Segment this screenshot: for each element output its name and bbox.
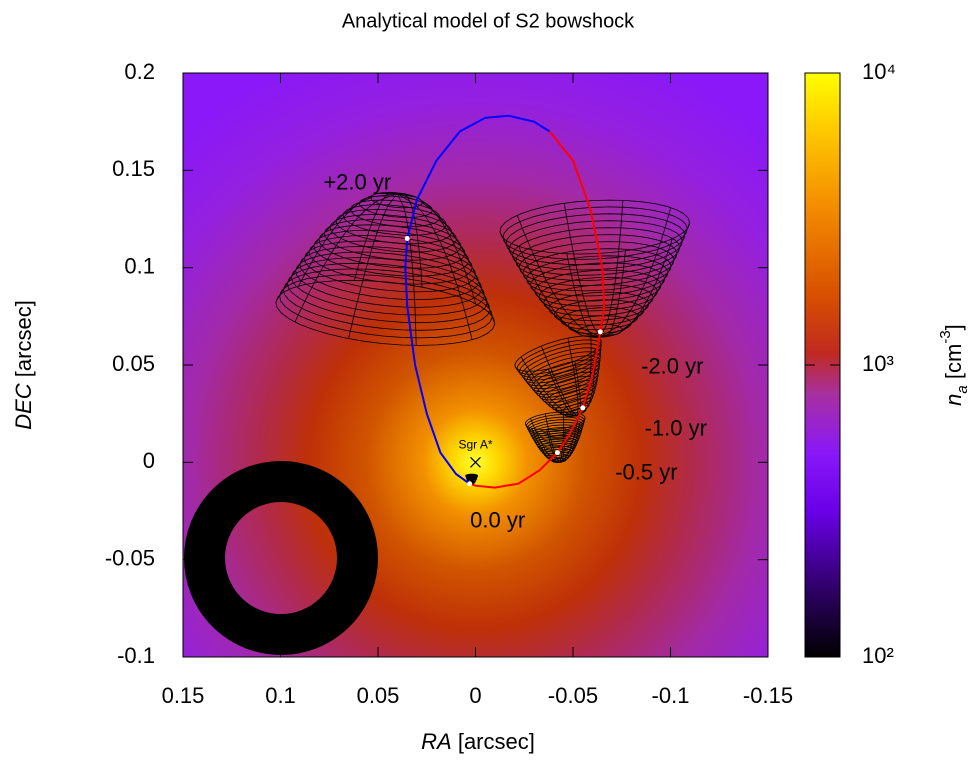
sgr-a-label: Sgr A* [458,438,492,452]
bowshock-meridian [559,413,580,463]
colorbar-tick-label: 10² [862,643,894,668]
bowshock-meridian [499,231,601,338]
x-tick-label: -0.1 [652,683,690,708]
epoch-point [467,481,473,487]
bowshock-meridian [530,418,560,463]
sgr-a-marker [470,456,481,468]
bowshock-meridian [348,193,398,339]
epoch-label: +2.0 yr [323,169,391,194]
colorbar-tick-label: 10⁴ [862,59,896,84]
bowshock-meridian [397,193,496,324]
chart-title: Analytical model of S2 bowshock [342,10,635,32]
epoch-label: 0.0 yr [470,508,525,533]
bowshock-meridian [544,413,560,463]
y-label-symbol: DEC [11,383,36,430]
bowshock-meridian [559,417,586,463]
x-tick-label: -0.05 [548,683,598,708]
epoch-point [554,450,560,456]
bowshock-meridian [566,253,601,338]
epoch-label: -2.0 yr [641,354,703,379]
bowshock-meridian [563,203,601,338]
bowshock-meridian [525,423,560,463]
bowshock-meridian [576,340,602,417]
cb-unit: [cm [941,344,966,379]
x-label-unit: [arcsec] [458,729,535,754]
epoch-label: -1.0 yr [645,416,707,441]
y-tick-label: 0.15 [112,156,155,181]
y-tick-label: -0.1 [117,643,155,668]
y-tick-label: 0.2 [124,59,155,84]
bowshock-meridian [600,207,672,338]
bowshock-meridian [516,215,601,338]
plot-area: Sgr A* +2.0 yr -2.0 yr -1.0 yr -0.5 yr 0.0 yr [183,73,768,657]
bowshock-meridian [471,474,477,486]
x-tick-label: 0.05 [357,683,400,708]
bowshock-meridian [397,193,423,288]
epoch-point [404,235,410,241]
epoch-point [597,329,603,335]
y-tick-label: 0.05 [112,351,155,376]
bowshock-meridian [520,356,577,417]
y-label-unit: [arcsec] [11,300,36,377]
y-tick-label: -0.05 [105,545,155,570]
bowshocks [275,191,691,486]
bowshock-meridian [559,423,581,463]
bowshock-meridian [600,250,626,338]
bowshock-meridian [559,411,565,463]
bowshock-meridian [514,366,577,417]
bowshock-meridian [518,246,601,338]
y-tick-label: 0 [143,448,155,473]
bowshock-meridian [531,427,560,463]
bowshock-meridian [576,335,592,417]
bowshock-meridian [567,338,579,416]
bowshock-meridian [524,370,577,418]
y-tick-label: 0.1 [124,253,155,278]
colorbar-tick-label: 10³ [862,351,894,376]
colorbar-label: na [cm-3] [937,324,971,406]
x-label-symbol: RA [421,729,452,754]
cb-symbol: n [941,394,966,406]
bowshock-meridian [600,222,691,338]
bowshock-meridian [298,192,398,287]
bowshock-meridian [397,193,477,304]
bowshock-meridian [540,345,578,417]
cb-exponent: -3 [937,330,954,343]
x-axis-label: RA [arcsec] [421,729,535,754]
density-map [183,73,768,657]
bowshock-meridian [397,193,473,340]
x-tick-label: 0.15 [162,683,205,708]
bowshock-meridian [600,238,673,338]
bowshock-meridian [471,476,477,486]
bowshock-meridian [275,193,398,303]
epoch-label: -0.5 yr [615,459,677,484]
bowshock-meridian [294,193,398,323]
bowshock-meridian [599,200,624,338]
x-tick-label: 0.1 [265,683,296,708]
beam-ring [184,461,378,655]
bowshock-meridian [354,191,398,281]
bowshock-meridian [546,429,560,463]
cb-subscript: a [954,385,971,393]
cb-close: ] [941,324,966,330]
y-axis-label: DEC [arcsec] [11,300,36,430]
x-tick-label: 0 [469,683,481,708]
x-tick-label: -0.15 [743,683,793,708]
bowshock-meridian [559,427,566,463]
bowshock-meridian [396,193,417,346]
epoch-point [580,405,586,411]
